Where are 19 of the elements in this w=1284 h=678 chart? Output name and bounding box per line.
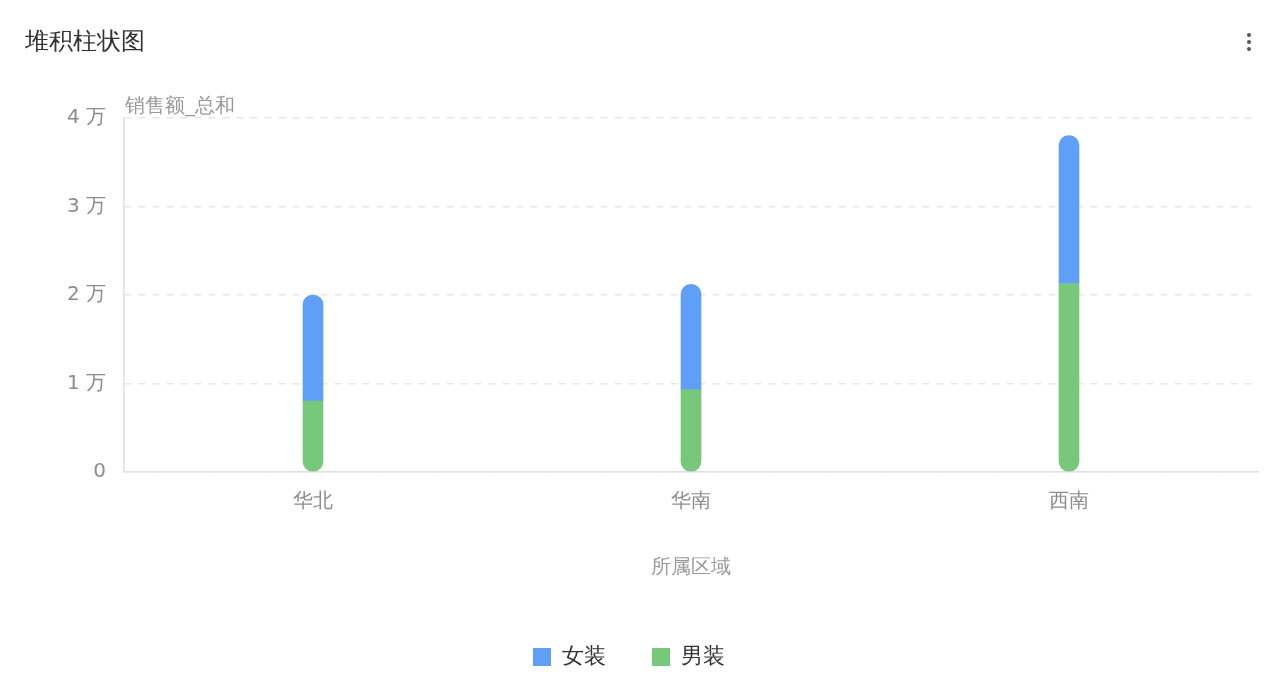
- bar: [302, 294, 324, 402]
- x-axis-title: 所属区域: [651, 554, 731, 579]
- bar: [680, 389, 702, 472]
- legend-label: 男装: [681, 642, 725, 668]
- x-tick-label: 华北: [293, 488, 333, 513]
- chart-title: 堆积柱状图: [25, 26, 145, 56]
- y-tick-label: 4 万: [66, 104, 106, 129]
- legend-label: 女装: [562, 642, 606, 668]
- bar: [302, 400, 324, 472]
- y-tick-label: 1 万: [66, 369, 106, 394]
- y-tick-label: 3 万: [66, 192, 106, 217]
- bar: [1058, 283, 1080, 472]
- bar: [1058, 135, 1080, 284]
- y-tick-label: 2 万: [66, 281, 106, 306]
- y-tick-label: 0: [93, 458, 106, 483]
- bar: [680, 284, 702, 391]
- x-tick-label: 华南: [671, 488, 711, 513]
- x-tick-label: 西南: [1049, 488, 1089, 513]
- y-axis-title: 销售额_总和: [124, 93, 235, 118]
